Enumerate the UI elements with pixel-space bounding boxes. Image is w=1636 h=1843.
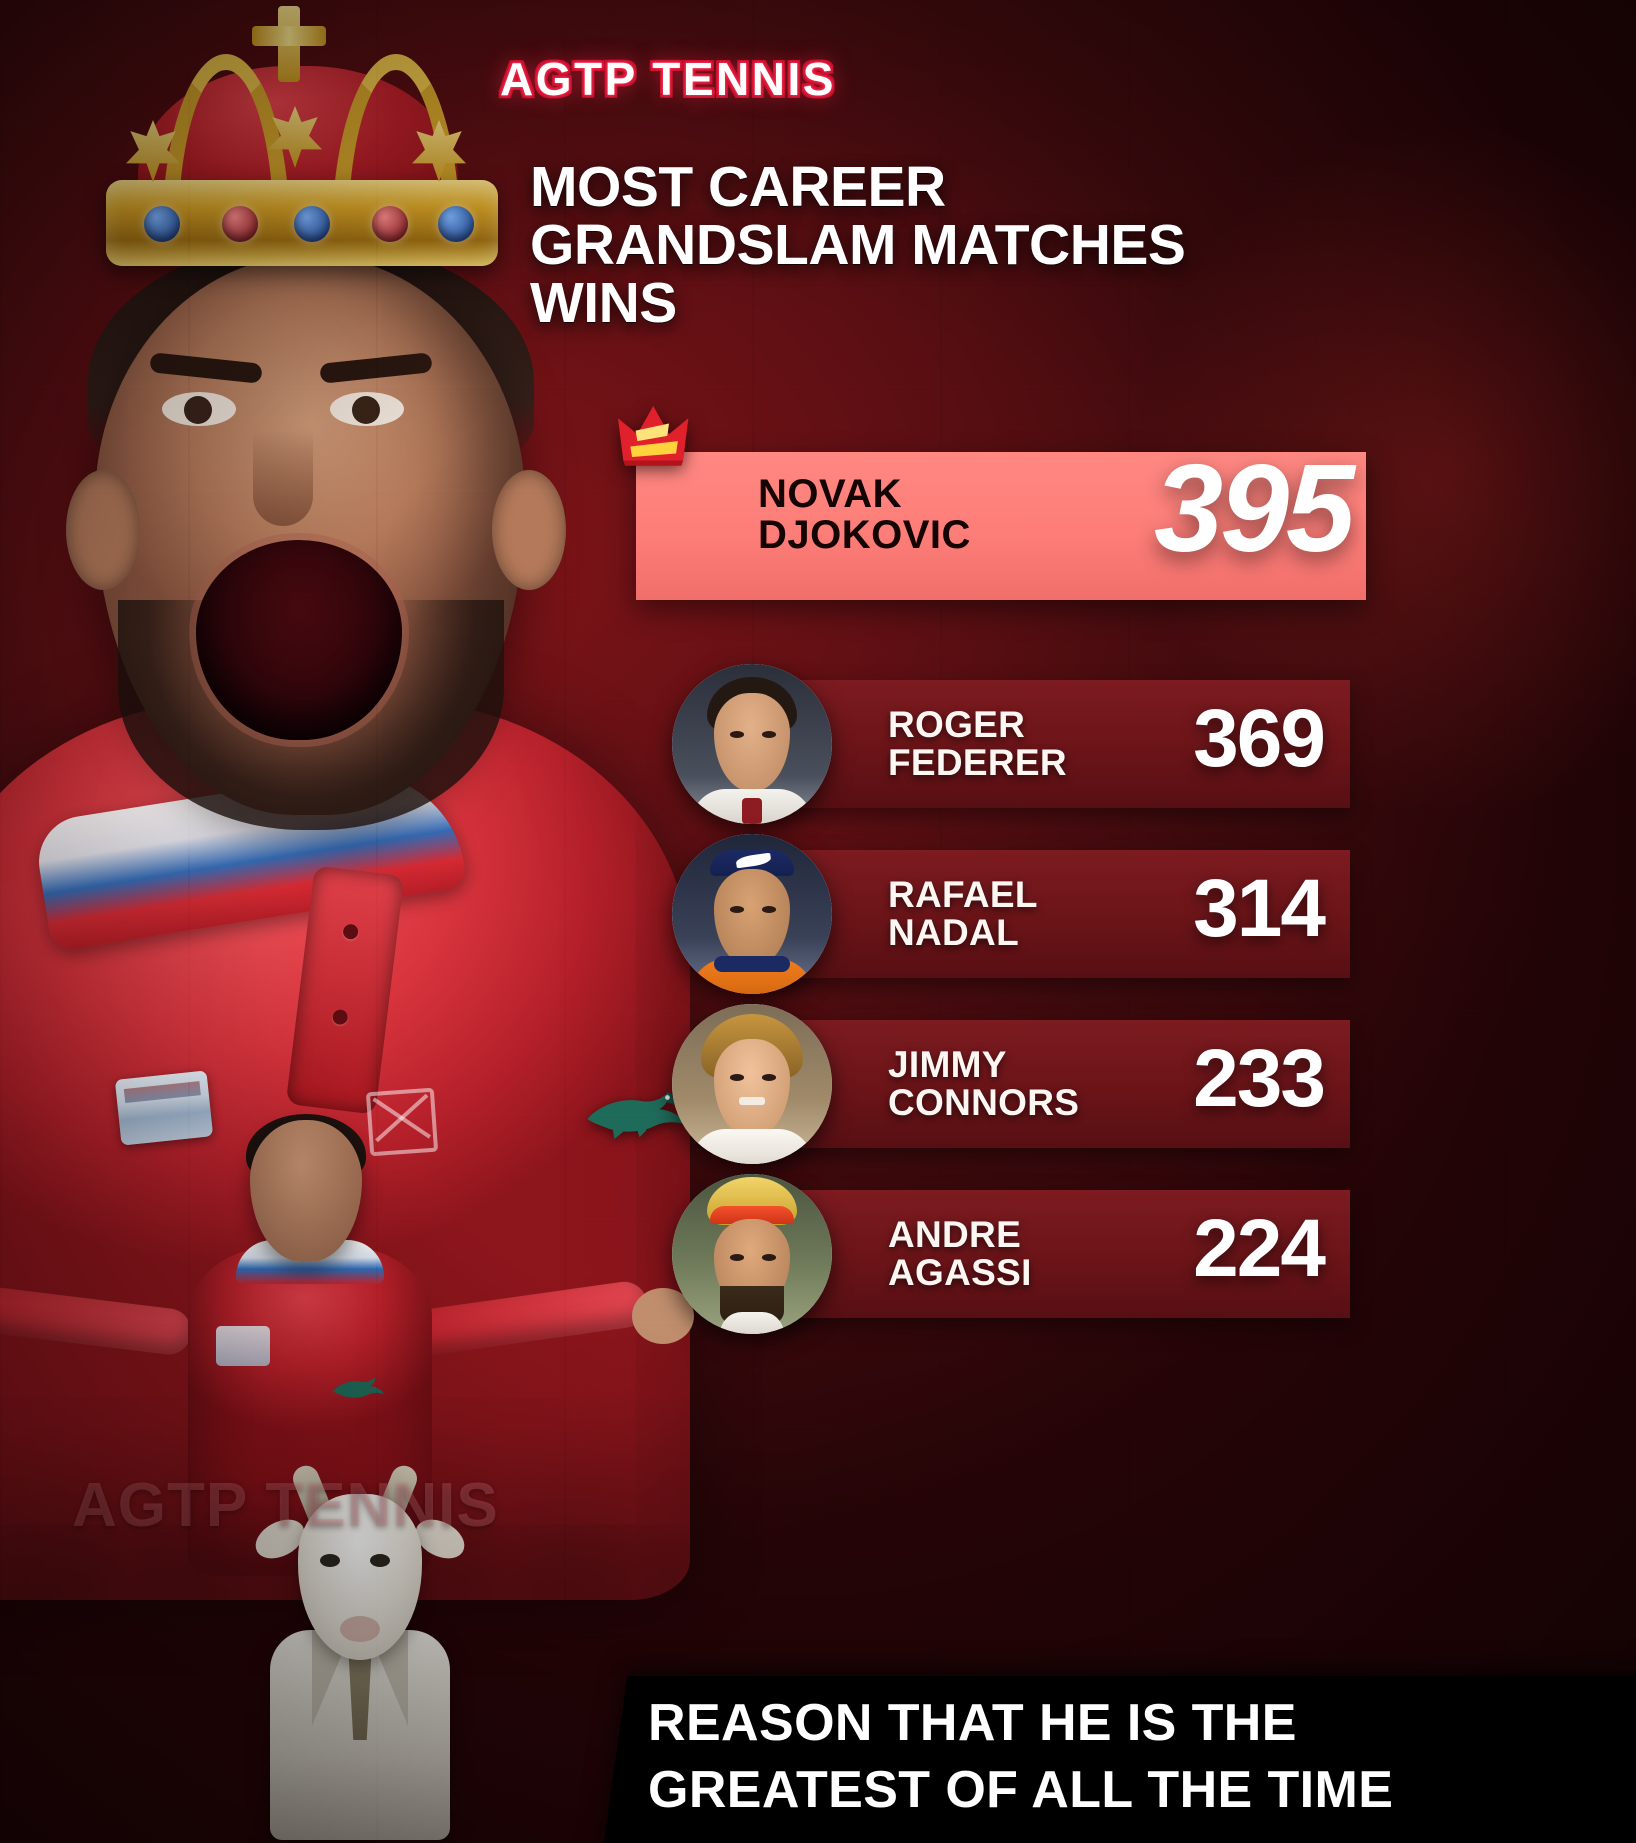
player-value: 314 [1193,863,1326,954]
player-name: JIMMY CONNORS [888,1044,1188,1124]
royal-crown-icon [82,6,518,280]
eye-right [330,392,404,426]
player-last-name: NADAL [888,912,1019,954]
ranking-row-connors[interactable]: JIMMY CONNORS 233 [650,1004,1350,1164]
leader-name: NOVAK DJOKOVIC [758,474,1058,556]
eye-left [162,392,236,426]
ranking-row-leader[interactable]: NOVAK DJOKOVIC 395 [618,405,1366,600]
page-title: MOST CAREER GRANDSLAM MATCHES WINS [530,155,1370,336]
player-name: RAFAEL NADAL [888,874,1188,954]
row-bar [762,1020,1350,1148]
leader-first-name: NOVAK [758,472,902,516]
ranking-row-agassi[interactable]: ANDRE AGASSI 224 [650,1174,1350,1334]
shirt-button [342,923,359,941]
brand-watermark: AGTP TENNIS [72,1471,499,1540]
caption-text: REASON THAT HE IS THE GREATEST OF ALL TH… [648,1690,1636,1823]
player-first-name: RAFAEL [888,874,1038,915]
ear-left [66,470,140,590]
mini-lacoste-crocodile-icon [332,1377,385,1398]
player-first-name: ANDRE [888,1214,1022,1255]
open-mouth-shout [196,540,402,740]
headline-line-3: WINS [530,271,677,336]
ranking-row-federer[interactable]: ROGER FEDERER 369 [650,664,1350,824]
leader-value: 395 [1154,440,1355,578]
brand-logo: AGTP TENNIS [500,53,836,105]
ear-right [492,470,566,590]
ranking-row-nadal[interactable]: RAFAEL NADAL 314 [650,834,1350,994]
player-value: 224 [1193,1203,1326,1294]
player-last-name: CONNORS [888,1082,1080,1124]
mini-flag-patch-icon [216,1326,270,1366]
headline-line-2: GRANDSLAM MATCHES [530,213,1186,278]
player-avatar-federer [672,664,832,824]
crown-icon [618,405,689,466]
leader-bar [636,452,1366,600]
player-avatar-nadal [672,834,832,994]
player-value: 369 [1193,693,1326,784]
caption-line-2: GREATEST OF ALL THE TIME [648,1760,1394,1819]
player-last-name: FEDERER [888,742,1067,784]
row-bar [762,1190,1350,1318]
player-avatar-agassi [672,1174,832,1334]
player-first-name: JIMMY [888,1044,1007,1085]
player-name: ROGER FEDERER [888,704,1188,784]
shirt-button [331,1008,349,1026]
player-last-name: AGASSI [888,1252,1032,1294]
nose [253,430,313,526]
row-bar [762,850,1350,978]
leader-last-name: DJOKOVIC [758,512,971,557]
player-name: ANDRE AGASSI [888,1214,1188,1294]
player-first-name: ROGER [888,704,1026,745]
arm-left [0,1280,194,1358]
player-value: 233 [1193,1033,1326,1124]
row-bar [762,680,1350,808]
caption-line-1: REASON THAT HE IS THE [648,1694,1297,1752]
player-avatar-connors [672,1004,832,1164]
headline-line-1: MOST CAREER [530,155,946,219]
